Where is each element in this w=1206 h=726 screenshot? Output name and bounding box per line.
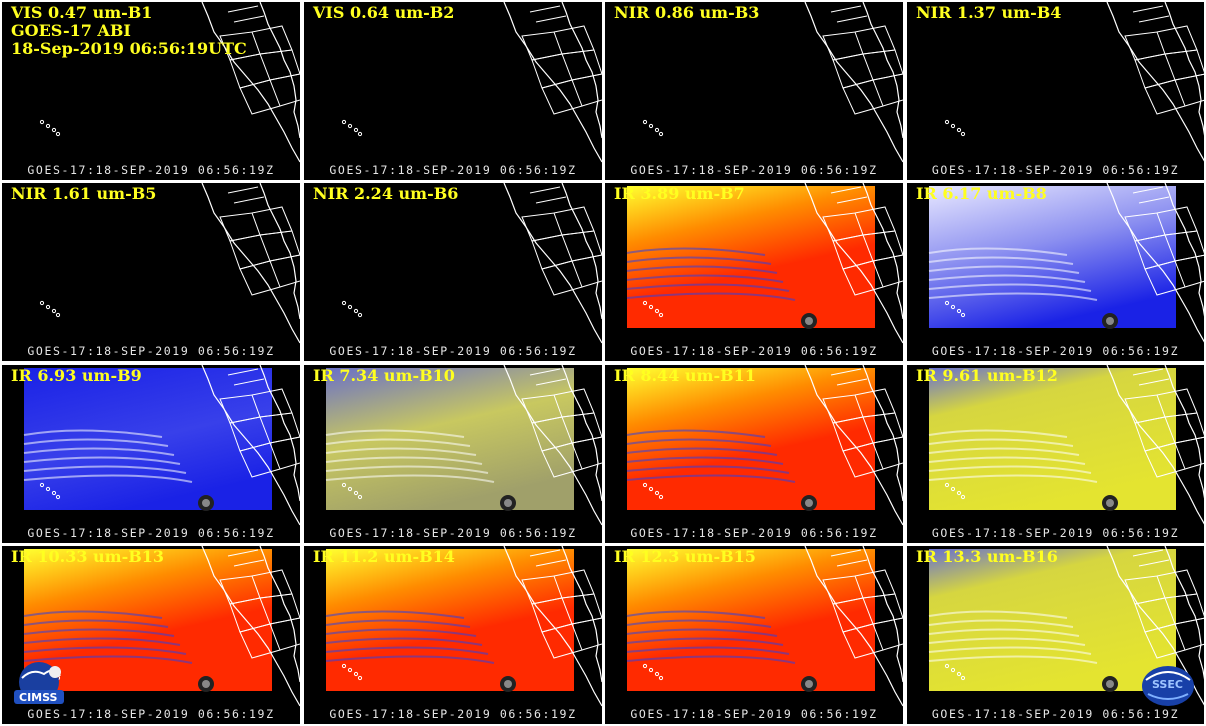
- band-panel: IR 11.2 um-B14 GOES-17:18-SEP-2019 06:56:…: [304, 546, 602, 724]
- timestamp-label: GOES-17:18-SEP-2019 06:56:19Z: [630, 526, 878, 540]
- band-image: [341, 183, 602, 344]
- satellite-imagery: [929, 186, 1176, 328]
- band-panel: IR 7.34 um-B10 GOES-17:18-SEP-2019 06:56:…: [304, 365, 602, 543]
- satellite-imagery: [929, 368, 1176, 510]
- band-title: IR 9.61 um-B12: [916, 367, 1058, 385]
- band-title-text: IR 6.17 um-B8: [916, 184, 1047, 203]
- band-title: NIR 2.24 um-B6: [313, 185, 458, 203]
- band-title: IR 10.33 um-B13: [11, 548, 164, 566]
- band-title-text: VIS 0.47 um-B1: [11, 3, 153, 22]
- band-panel: IR 13.3 um-B16 GOES-17:18-SEP-2019 06:56:…: [907, 546, 1204, 724]
- band-title: NIR 1.61 um-B5: [11, 185, 156, 203]
- band-image: [325, 546, 602, 707]
- band-panel: NIR 1.37 um-B4 GOES-17:18-SEP-2019 06:56:…: [907, 2, 1204, 180]
- band-panel: IR 9.61 um-B12 GOES-17:18-SEP-2019 06:56:…: [907, 365, 1204, 543]
- band-image: [928, 183, 1204, 343]
- band-title: IR 7.34 um-B10: [313, 367, 455, 385]
- band-title-text: IR 11.2 um-B14: [313, 547, 455, 566]
- satellite-imagery: [24, 368, 272, 510]
- band-title-text: NIR 0.86 um-B3: [614, 3, 760, 22]
- satellite-imagery: [627, 186, 875, 328]
- timestamp-label: GOES-17:18-SEP-2019 06:56:19Z: [630, 344, 878, 358]
- band-title: VIS 0.47 um-B1 GOES-17 ABI 18-Sep-2019 06:…: [11, 4, 247, 58]
- timestamp-label: GOES-17:18-SEP-2019 06:56:19Z: [27, 344, 275, 358]
- band-image: [39, 183, 300, 344]
- timestamp-label: GOES-17:18-SEP-2019 06:56:19Z: [931, 707, 1180, 721]
- band-panel: IR 3.89 um-B7 GOES-17:18-SEP-2019 06:56:1…: [605, 183, 903, 361]
- timestamp-label: GOES-17:18-SEP-2019 06:56:19Z: [931, 526, 1180, 540]
- ssec-logo: SSEC: [1138, 660, 1198, 708]
- band-panel: IR 6.17 um-B8 GOES-17:18-SEP-2019 06:56:1…: [907, 183, 1204, 361]
- band-title-text: NIR 2.24 um-B6: [313, 184, 459, 203]
- band-panel: VIS 0.64 um-B2 GOES-17:18-SEP-2019 06:56:…: [304, 2, 602, 180]
- band-image: [642, 2, 903, 163]
- timestamp-label: GOES-17:18-SEP-2019 06:56:19Z: [27, 707, 275, 721]
- band-title-text: IR 7.34 um-B10: [313, 366, 455, 385]
- band-title: IR 6.17 um-B8: [916, 185, 1047, 203]
- band-image: [928, 546, 1204, 706]
- timestamp-label: GOES-17:18-SEP-2019 06:56:19Z: [630, 163, 878, 177]
- band-title: IR 6.93 um-B9: [11, 367, 142, 385]
- timestamp-label: GOES-17:18-SEP-2019 06:56:19Z: [931, 344, 1180, 358]
- band-image: [23, 365, 300, 526]
- band-title-text: IR 12.3 um-B15: [614, 547, 756, 566]
- band-panel: NIR 1.61 um-B5 GOES-17:18-SEP-2019 06:56:…: [2, 183, 300, 361]
- band-title: NIR 1.37 um-B4: [916, 4, 1061, 22]
- band-title: VIS 0.64 um-B2: [313, 4, 454, 22]
- band-title-text: IR 8.44 um-B11: [614, 366, 756, 385]
- band-image: [928, 365, 1204, 525]
- band-title: IR 8.44 um-B11: [614, 367, 756, 385]
- satellite-imagery: [627, 368, 875, 510]
- band-title: IR 11.2 um-B14: [313, 548, 455, 566]
- datetime-label: 18-Sep-2019 06:56:19UTC: [11, 39, 247, 58]
- band-panel: NIR 0.86 um-B3 GOES-17:18-SEP-2019 06:56:…: [605, 2, 903, 180]
- cimss-logo: CIMSS: [10, 660, 68, 708]
- satellite-imagery: [326, 368, 574, 510]
- band-image: [626, 183, 903, 344]
- timestamp-label: GOES-17:18-SEP-2019 06:56:19Z: [27, 526, 275, 540]
- ssec-logo-text: SSEC: [1152, 678, 1183, 691]
- timestamp-label: GOES-17:18-SEP-2019 06:56:19Z: [27, 163, 275, 177]
- satellite-imagery: [326, 549, 574, 691]
- band-title-text: IR 6.93 um-B9: [11, 366, 142, 385]
- band-panel: IR 6.93 um-B9 GOES-17:18-SEP-2019 06:56:1…: [2, 365, 300, 543]
- band-panel: VIS 0.47 um-B1 GOES-17 ABI 18-Sep-2019 06:…: [2, 2, 300, 180]
- band-title-text: NIR 1.37 um-B4: [916, 3, 1062, 22]
- timestamp-label: GOES-17:18-SEP-2019 06:56:19Z: [329, 163, 577, 177]
- band-title-text: VIS 0.64 um-B2: [313, 3, 455, 22]
- band-title: IR 13.3 um-B16: [916, 548, 1058, 566]
- timestamp-label: GOES-17:18-SEP-2019 06:56:19Z: [329, 707, 577, 721]
- timestamp-label: GOES-17:18-SEP-2019 06:56:19Z: [931, 163, 1180, 177]
- instrument-label: GOES-17 ABI: [11, 21, 131, 40]
- band-image: [23, 546, 300, 707]
- band-image: [626, 365, 903, 526]
- band-title-text: IR 13.3 um-B16: [916, 547, 1058, 566]
- band-panel: IR 8.44 um-B11 GOES-17:18-SEP-2019 06:56:…: [605, 365, 903, 543]
- band-title: IR 12.3 um-B15: [614, 548, 756, 566]
- band-panel: NIR 2.24 um-B6 GOES-17:18-SEP-2019 06:56:…: [304, 183, 602, 361]
- band-image: [626, 546, 903, 707]
- band-title: NIR 0.86 um-B3: [614, 4, 759, 22]
- band-title-text: IR 10.33 um-B13: [11, 547, 165, 566]
- timestamp-label: GOES-17:18-SEP-2019 06:56:19Z: [630, 707, 878, 721]
- timestamp-label: GOES-17:18-SEP-2019 06:56:19Z: [329, 344, 577, 358]
- band-title-text: IR 9.61 um-B12: [916, 366, 1058, 385]
- band-image: [944, 2, 1204, 162]
- band-title: IR 3.89 um-B7: [614, 185, 745, 203]
- cimss-logo-text: CIMSS: [19, 691, 58, 704]
- band-title-text: NIR 1.61 um-B5: [11, 184, 157, 203]
- band-image: [39, 2, 300, 163]
- band-title-text: IR 3.89 um-B7: [614, 184, 745, 203]
- timestamp-label: GOES-17:18-SEP-2019 06:56:19Z: [329, 526, 577, 540]
- band-image: [341, 2, 602, 163]
- band-panel: IR 12.3 um-B15 GOES-17:18-SEP-2019 06:56:…: [605, 546, 903, 724]
- band-image: [325, 365, 602, 526]
- satellite-imagery: [627, 549, 875, 691]
